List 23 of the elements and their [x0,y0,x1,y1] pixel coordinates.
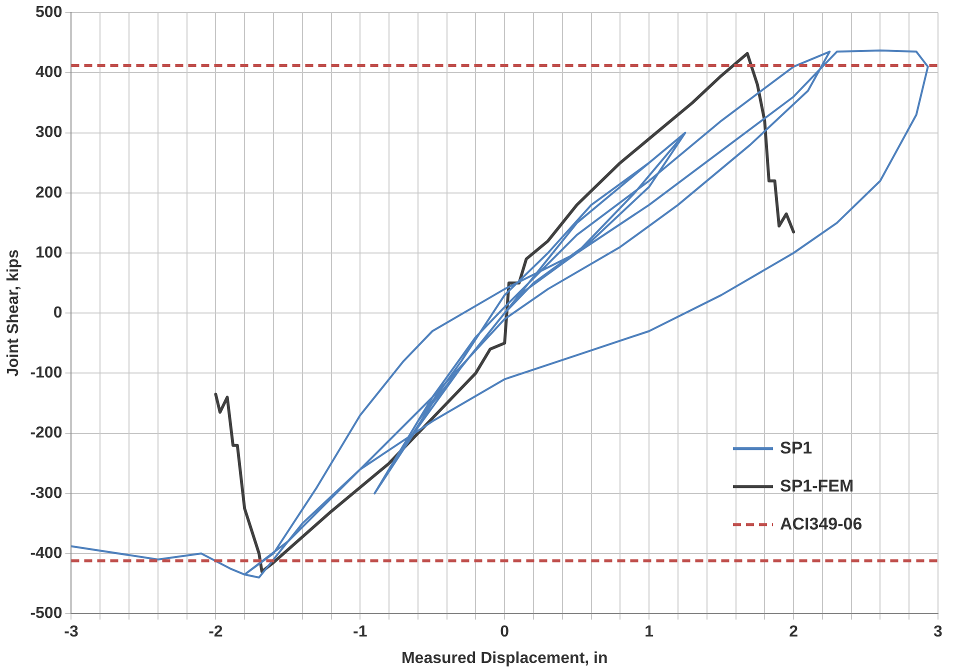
legend-label: SP1-FEM [780,476,854,496]
y-axis-title: Joint Shear, kips [5,249,22,377]
legend-label: ACI349-06 [780,514,862,534]
y-tick-label: -400 [30,544,62,562]
y-tick-label: 100 [36,244,62,262]
x-axis-title: Measured Displacement, in [401,650,608,667]
legend-label: SP1 [780,438,812,458]
y-tick-label: -100 [30,364,62,382]
y-tick-label: 0 [53,304,62,322]
x-tick-label: -1 [353,624,368,641]
y-tick-label: -300 [30,484,62,502]
y-tick-label: 200 [36,184,62,202]
x-tick-label: 0 [500,624,510,641]
y-tick-label: 300 [36,124,62,142]
y-tick-label: -200 [30,424,62,442]
x-tick-label: -2 [208,624,223,641]
x-tick-label: 3 [934,624,943,641]
x-tick-label: -3 [64,624,78,641]
x-tick-label: 1 [644,624,654,641]
y-tick-label: -500 [30,605,62,622]
x-tick-label: 2 [789,624,798,641]
y-tick-label: 400 [36,64,62,82]
y-tick-label: 500 [36,4,62,22]
